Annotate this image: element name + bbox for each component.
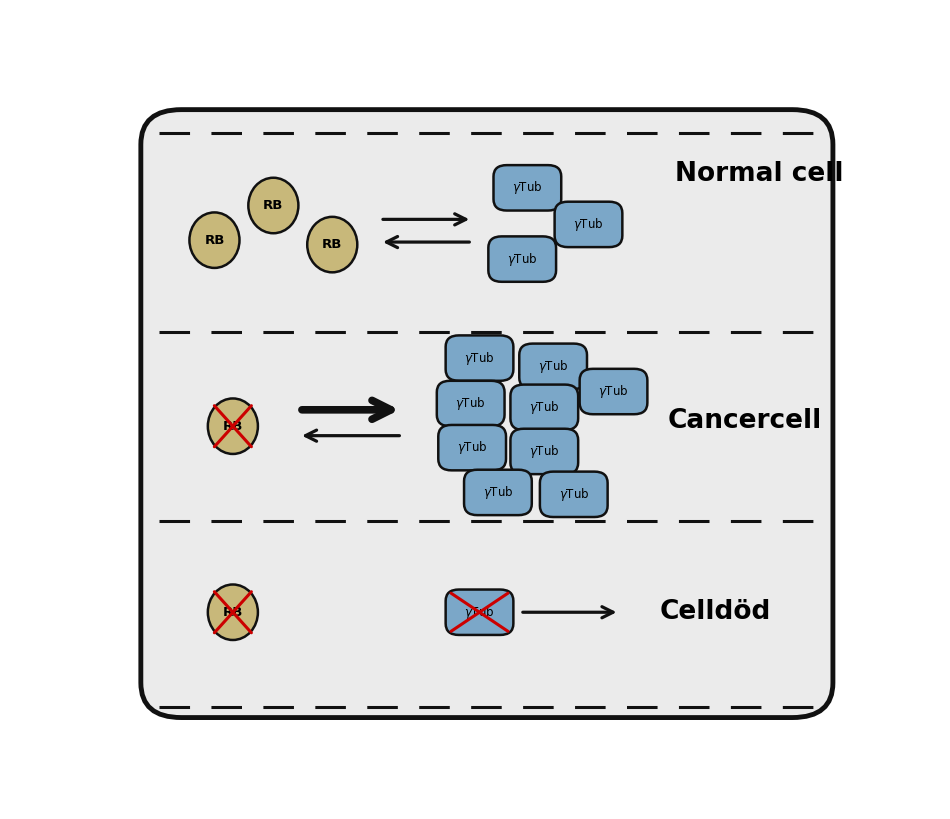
Text: $\gamma$Tub: $\gamma$Tub (538, 358, 568, 375)
Ellipse shape (248, 178, 298, 233)
Text: $\gamma$Tub: $\gamma$Tub (465, 604, 495, 621)
Text: Normal cell: Normal cell (675, 161, 844, 187)
Text: $\gamma$Tub: $\gamma$Tub (598, 383, 629, 400)
Text: $\gamma$Tub: $\gamma$Tub (507, 251, 538, 268)
Text: RB: RB (204, 233, 224, 247)
Text: $\gamma$Tub: $\gamma$Tub (455, 395, 485, 412)
FancyBboxPatch shape (464, 470, 532, 515)
Text: RB: RB (222, 419, 243, 432)
Text: Celldöd: Celldöd (659, 600, 770, 625)
Text: $\gamma$Tub: $\gamma$Tub (457, 439, 487, 456)
FancyBboxPatch shape (493, 165, 561, 210)
FancyBboxPatch shape (488, 237, 556, 282)
Text: RB: RB (263, 199, 283, 212)
FancyBboxPatch shape (555, 201, 622, 247)
Ellipse shape (189, 212, 239, 268)
FancyBboxPatch shape (446, 590, 513, 635)
FancyBboxPatch shape (580, 369, 647, 414)
Ellipse shape (307, 217, 357, 273)
Text: $\gamma$Tub: $\gamma$Tub (529, 399, 560, 416)
Text: $\gamma$Tub: $\gamma$Tub (529, 443, 560, 460)
FancyBboxPatch shape (446, 336, 513, 381)
Text: $\gamma$Tub: $\gamma$Tub (465, 350, 495, 367)
FancyBboxPatch shape (520, 344, 587, 389)
Text: $\gamma$Tub: $\gamma$Tub (512, 179, 542, 197)
Text: $\gamma$Tub: $\gamma$Tub (559, 486, 589, 503)
Text: RB: RB (322, 238, 342, 251)
Ellipse shape (208, 399, 257, 454)
FancyBboxPatch shape (438, 425, 506, 470)
Text: RB: RB (222, 606, 243, 618)
FancyBboxPatch shape (510, 428, 579, 474)
FancyBboxPatch shape (141, 110, 833, 717)
Text: Cancercell: Cancercell (668, 408, 822, 434)
FancyBboxPatch shape (437, 381, 504, 426)
Text: $\gamma$Tub: $\gamma$Tub (483, 484, 513, 501)
Ellipse shape (208, 585, 257, 640)
FancyBboxPatch shape (540, 472, 608, 517)
FancyBboxPatch shape (510, 385, 579, 430)
Text: $\gamma$Tub: $\gamma$Tub (573, 216, 603, 233)
